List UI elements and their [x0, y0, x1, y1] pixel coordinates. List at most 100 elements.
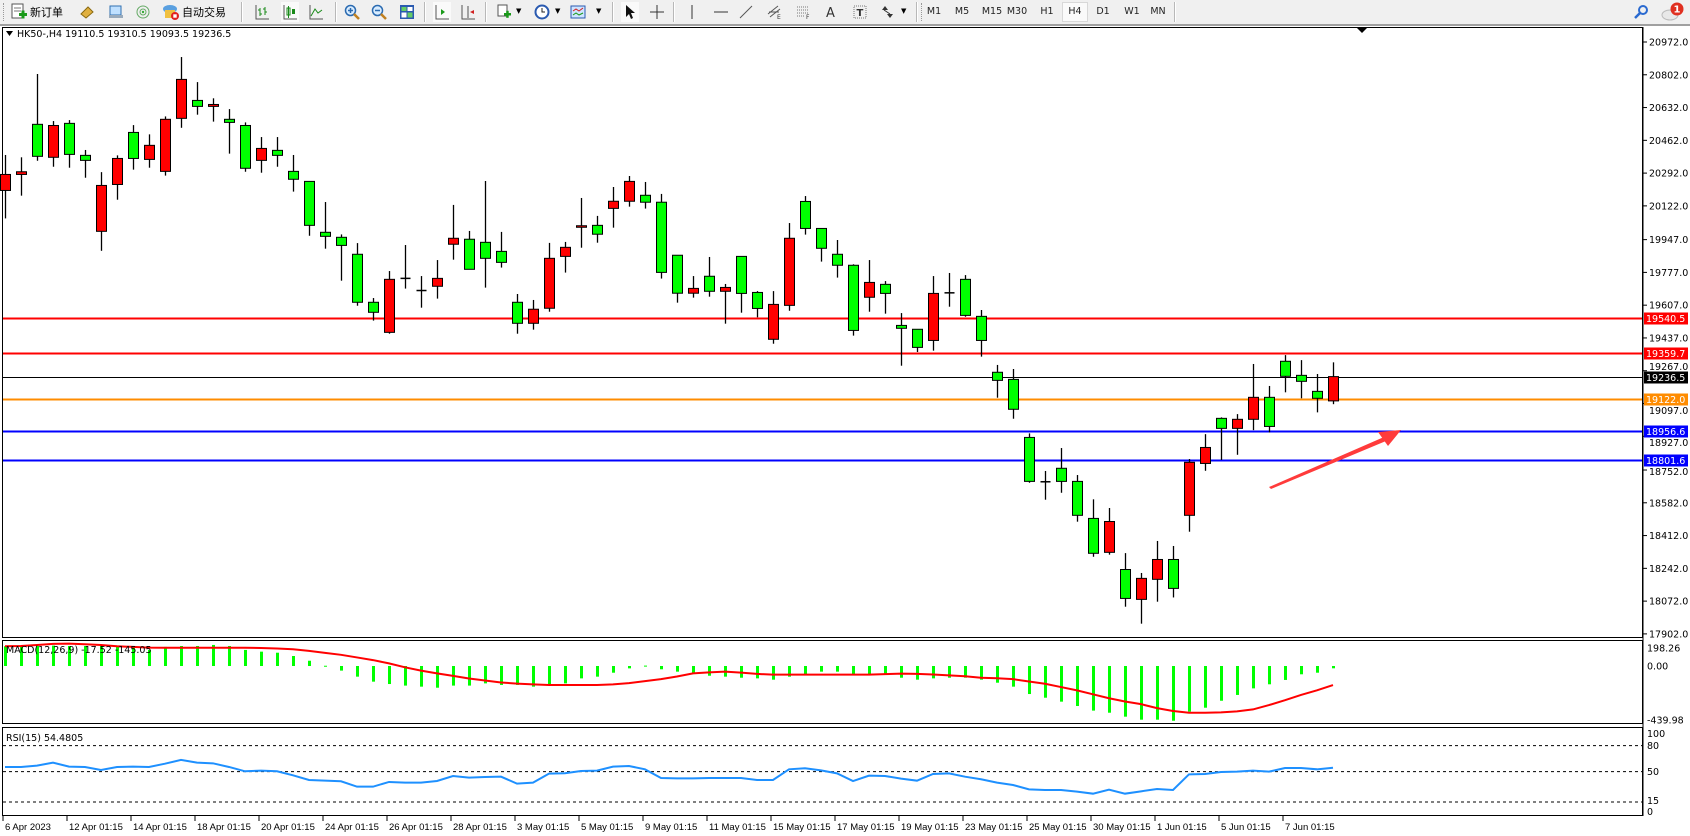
fibonacci-button[interactable]: F: [794, 2, 812, 22]
zoom-out-button[interactable]: [370, 2, 388, 22]
candle-body: [320, 231, 331, 237]
text-label-button[interactable]: T: [851, 2, 869, 22]
candle: [416, 276, 427, 308]
candle-body: [752, 291, 763, 309]
candle-body: [256, 147, 267, 161]
crosshair-button[interactable]: [648, 2, 666, 22]
candle-body: [16, 171, 27, 175]
macd-histogram-bar: [148, 649, 151, 666]
candle-body: [368, 301, 379, 313]
chart-header-triangle-icon[interactable]: [6, 31, 13, 36]
timeframe-m30-button[interactable]: M30: [1006, 6, 1028, 17]
auto-scroll-button[interactable]: [433, 2, 451, 22]
candle: [896, 313, 907, 366]
separator: [424, 2, 426, 22]
timeframe-w1-button[interactable]: W1: [1124, 6, 1140, 17]
candle: [1136, 572, 1147, 624]
price-label: 18412.0: [1649, 531, 1688, 542]
navigator-button[interactable]: [134, 2, 152, 22]
macd-histogram-bar: [1092, 666, 1095, 711]
indicators-button[interactable]: [569, 2, 587, 22]
candlestick-chart-button[interactable]: [281, 2, 299, 22]
candle: [688, 276, 699, 298]
chevron-down-icon[interactable]: ▼: [555, 7, 561, 15]
macd-histogram-bar: [644, 665, 647, 667]
chart-shift-button[interactable]: [459, 2, 477, 22]
macd-histogram-bar: [916, 666, 919, 680]
search-icon: [1634, 5, 1648, 19]
macd-histogram-bar: [4, 646, 7, 666]
candle-body: [272, 149, 283, 156]
candle-body: [80, 154, 91, 161]
candle: [448, 204, 459, 260]
timeframe-m1-button[interactable]: M1: [926, 6, 942, 17]
candle-body: [720, 286, 731, 292]
candle: [96, 172, 107, 251]
periods-button[interactable]: [533, 2, 551, 22]
macd-histogram-bar: [564, 666, 567, 684]
tile-windows-button[interactable]: [398, 2, 416, 22]
macd-histogram-bar: [660, 666, 663, 670]
macd-histogram-bar: [612, 666, 615, 673]
time-label: 14 Apr 01:15: [133, 822, 187, 833]
arrow-shaft[interactable]: [1269, 437, 1386, 489]
auto-trading-button[interactable]: 自动交易: [162, 2, 226, 22]
cursor-button[interactable]: [621, 2, 639, 22]
text-button[interactable]: A: [822, 2, 840, 22]
auto-scroll-icon: [435, 5, 449, 20]
data-window-button[interactable]: [107, 2, 125, 22]
macd-histogram-bar: [804, 666, 807, 675]
trendline-button[interactable]: [737, 2, 755, 22]
price-label: 18242.0: [1649, 564, 1688, 575]
candle: [144, 134, 155, 168]
separator: [241, 2, 243, 22]
vertical-line-button[interactable]: [683, 2, 701, 22]
candle-body: [64, 122, 75, 155]
candle-body: [1088, 517, 1099, 554]
candle: [1024, 433, 1035, 483]
candle: [1168, 545, 1179, 598]
toolbar-grip[interactable]: [921, 3, 924, 21]
macd-histogram-bar: [356, 666, 359, 677]
toolbar-grip[interactable]: [3, 3, 6, 21]
timeframe-m5-button[interactable]: M5: [954, 6, 970, 17]
chevron-down-icon[interactable]: ▼: [516, 7, 522, 15]
candle: [1312, 374, 1323, 413]
new-order-button[interactable]: 新订单: [10, 2, 63, 22]
timeframe-d1-button[interactable]: D1: [1096, 6, 1110, 17]
bar-chart-button[interactable]: [253, 2, 271, 22]
macd-histogram-bar: [948, 666, 951, 678]
horizontal-line-button[interactable]: [712, 2, 730, 22]
candle: [256, 137, 267, 173]
timeframe-h4-button[interactable]: H4: [1062, 2, 1088, 22]
candle: [528, 299, 539, 330]
candlestick-icon: [283, 5, 297, 20]
zoom-out-icon: [371, 4, 387, 20]
market-watch-button[interactable]: [78, 2, 96, 22]
bar-chart-icon: [255, 5, 269, 20]
arrow-head-icon[interactable]: [1378, 430, 1401, 446]
zoom-in-button[interactable]: [343, 2, 361, 22]
timeframe-h1-button[interactable]: H1: [1040, 6, 1054, 17]
line-chart-button[interactable]: [307, 2, 325, 22]
macd-histogram-bar: [676, 666, 679, 672]
rsi-line: [5, 758, 1334, 795]
candle: [1328, 362, 1339, 405]
arrows-button[interactable]: [878, 2, 896, 22]
search-button[interactable]: [1632, 2, 1650, 22]
candle: [1072, 475, 1083, 522]
arrow-annotation[interactable]: [1269, 430, 1401, 489]
candle-body: [848, 264, 859, 331]
equidistant-channel-button[interactable]: E: [765, 2, 783, 22]
candle-body: [1152, 558, 1163, 580]
candle-body: [1264, 396, 1275, 427]
chart-shift-marker-icon[interactable]: [1356, 27, 1368, 33]
notifications-button[interactable]: 1: [1660, 2, 1686, 22]
chevron-down-icon[interactable]: ▼: [901, 7, 907, 15]
new-chart-button[interactable]: [495, 2, 513, 22]
timeframe-mn-button[interactable]: MN: [1150, 6, 1166, 17]
timeframe-m15-button[interactable]: M15: [981, 6, 1003, 17]
chevron-down-icon[interactable]: ▼: [596, 7, 602, 15]
candle: [480, 181, 491, 288]
